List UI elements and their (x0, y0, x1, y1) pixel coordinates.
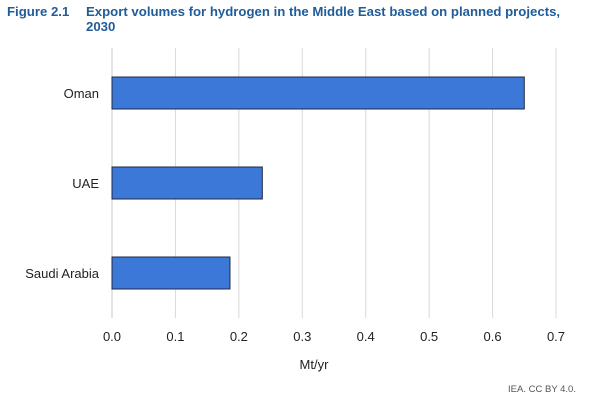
attribution: IEA. CC BY 4.0. (508, 384, 576, 395)
x-tick-label: 0.3 (293, 329, 311, 344)
x-axis-label: Mt/yr (300, 357, 330, 372)
x-tick-label: 0.4 (357, 329, 375, 344)
figure-title: Export volumes for hydrogen in the Middl… (86, 4, 561, 34)
category-label: Saudi Arabia (25, 266, 99, 281)
category-labels: Oman UAE Saudi Arabia (25, 86, 99, 281)
x-tick-label: 0.2 (230, 329, 248, 344)
x-tick-label: 0.0 (103, 329, 121, 344)
figure-header: Figure 2.1 Export volumes for hydrogen in… (7, 4, 593, 34)
figure-label: Figure 2.1 (7, 4, 70, 19)
bar-oman (111, 76, 525, 110)
x-tick-label: 0.5 (420, 329, 438, 344)
category-label: Oman (64, 86, 99, 101)
x-tick-label: 0.6 (484, 329, 502, 344)
x-tick-labels: 0.0 0.1 0.2 0.3 0.4 0.5 0.6 0.7 (103, 329, 565, 344)
bar-saudi-arabia (111, 256, 231, 290)
bars (111, 76, 525, 290)
bar-uae (111, 166, 263, 200)
category-label: UAE (72, 176, 99, 191)
x-tick-label: 0.1 (166, 329, 184, 344)
x-tick-label: 0.7 (547, 329, 565, 344)
